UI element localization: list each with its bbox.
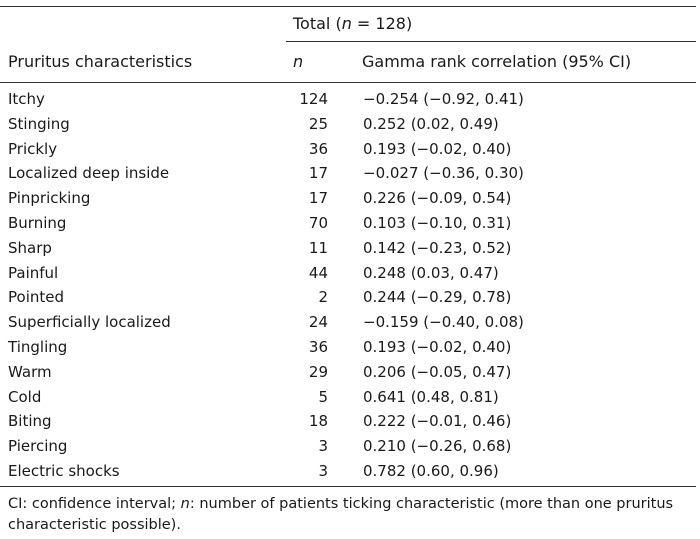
- column-header-characteristic: Pruritus characteristics: [8, 52, 193, 71]
- cell-characteristic: Sharp: [8, 238, 52, 257]
- table-row: Burning 70 0.103 (−0.10, 0.31): [0, 211, 700, 236]
- table-row: Pointed 2 0.244 (−0.29, 0.78): [0, 285, 700, 310]
- cell-gamma: −0.159 (−0.40, 0.08): [363, 313, 524, 332]
- cell-n: 124: [299, 90, 328, 108]
- cell-n: 44: [308, 263, 328, 282]
- cell-gamma: −0.027 (−0.36, 0.30): [363, 164, 524, 183]
- column-header-gamma: Gamma rank correlation (95% CI): [362, 52, 632, 71]
- cell-characteristic: Piercing: [8, 437, 68, 456]
- group-header-suffix: = 128): [351, 14, 413, 33]
- cell-gamma: 0.206 (−0.05, 0.47): [363, 362, 512, 381]
- cell-gamma: 0.244 (−0.29, 0.78): [363, 288, 512, 307]
- cell-n: 17: [308, 189, 328, 208]
- group-header-total: Total (n = 128): [293, 11, 412, 37]
- table-body: Itchy 124 −0.254 (−0.92, 0.41) Stinging 25 0.…: [0, 87, 700, 484]
- table-row: Localized deep inside 17 −0.027 (−0.36, 0.…: [0, 161, 700, 186]
- cell-characteristic: Cold: [8, 387, 42, 406]
- table-row: Superficially localized 24 −0.159 (−0.40, …: [0, 310, 700, 335]
- cell-characteristic: Itchy: [8, 90, 45, 108]
- cell-characteristic: Pointed: [8, 288, 64, 307]
- cell-n: 36: [308, 139, 328, 158]
- cell-characteristic: Painful: [8, 263, 59, 282]
- cell-characteristic: Burning: [8, 213, 67, 232]
- table-row: Electric shocks 3 0.782 (0.60, 0.96): [0, 459, 700, 484]
- cell-gamma: 0.103 (−0.10, 0.31): [363, 213, 512, 232]
- cell-n: 29: [308, 362, 328, 381]
- group-header-n-symbol: n: [341, 14, 352, 33]
- header-bottom-rule: [0, 82, 696, 83]
- footnote-n-symbol: n: [180, 496, 190, 512]
- cell-characteristic: Electric shocks: [8, 461, 120, 480]
- table-row: Sharp 11 0.142 (−0.23, 0.52): [0, 236, 700, 261]
- table-row: Prickly 36 0.193 (−0.02, 0.40): [0, 137, 700, 162]
- group-header-prefix: Total (: [293, 14, 342, 33]
- cell-n: 17: [308, 164, 328, 183]
- cell-n: 70: [308, 213, 328, 232]
- cell-characteristic: Tingling: [8, 337, 68, 356]
- cell-n: 24: [308, 313, 328, 332]
- table-row: Cold 5 0.641 (0.48, 0.81): [0, 385, 700, 410]
- cell-gamma: 0.248 (0.03, 0.47): [363, 263, 499, 282]
- table-top-rule: [0, 6, 696, 7]
- cell-gamma: 0.226 (−0.09, 0.54): [363, 189, 512, 208]
- cell-characteristic: Prickly: [8, 139, 58, 158]
- cell-characteristic: Superficially localized: [8, 313, 171, 332]
- column-header-n: n: [293, 52, 304, 71]
- cell-gamma: 0.782 (0.60, 0.96): [363, 461, 499, 480]
- table-row: Itchy 124 −0.254 (−0.92, 0.41): [0, 87, 700, 112]
- cell-characteristic: Stinging: [8, 114, 70, 133]
- group-header-rule: [286, 41, 696, 42]
- table-footnote: CI: confidence interval; n: number of pa…: [8, 494, 696, 536]
- cell-characteristic: Biting: [8, 412, 52, 431]
- table-row: Biting 18 0.222 (−0.01, 0.46): [0, 409, 700, 434]
- table-bottom-rule: [0, 486, 696, 487]
- cell-gamma: 0.142 (−0.23, 0.52): [363, 238, 512, 257]
- cell-n: 3: [318, 461, 328, 480]
- cell-gamma: 0.193 (−0.02, 0.40): [363, 337, 512, 356]
- table-row: Stinging 25 0.252 (0.02, 0.49): [0, 112, 700, 137]
- cell-gamma: 0.193 (−0.02, 0.40): [363, 139, 512, 158]
- table-row: Painful 44 0.248 (0.03, 0.47): [0, 261, 700, 286]
- table-row: Tingling 36 0.193 (−0.02, 0.40): [0, 335, 700, 360]
- cell-characteristic: Warm: [8, 362, 52, 381]
- cell-characteristic: Pinpricking: [8, 189, 91, 208]
- table-row: Pinpricking 17 0.226 (−0.09, 0.54): [0, 186, 700, 211]
- cell-gamma: 0.222 (−0.01, 0.46): [363, 412, 512, 431]
- cell-gamma: −0.254 (−0.92, 0.41): [363, 90, 524, 108]
- cell-n: 5: [318, 387, 328, 406]
- table-row: Warm 29 0.206 (−0.05, 0.47): [0, 360, 700, 385]
- cell-gamma: 0.210 (−0.26, 0.68): [363, 437, 512, 456]
- cell-n: 2: [318, 288, 328, 307]
- footnote-part2: : number of patients ticking characteris…: [8, 496, 674, 533]
- cell-n: 18: [308, 412, 328, 431]
- cell-characteristic: Localized deep inside: [8, 164, 170, 183]
- cell-n: 3: [318, 437, 328, 456]
- table-row: Piercing 3 0.210 (−0.26, 0.68): [0, 434, 700, 459]
- cell-n: 25: [308, 114, 328, 133]
- cell-gamma: 0.641 (0.48, 0.81): [363, 387, 499, 406]
- cell-n: 11: [308, 238, 328, 257]
- cell-gamma: 0.252 (0.02, 0.49): [363, 114, 499, 133]
- footnote-part1: CI: confidence interval;: [8, 496, 181, 512]
- cell-n: 36: [308, 337, 328, 356]
